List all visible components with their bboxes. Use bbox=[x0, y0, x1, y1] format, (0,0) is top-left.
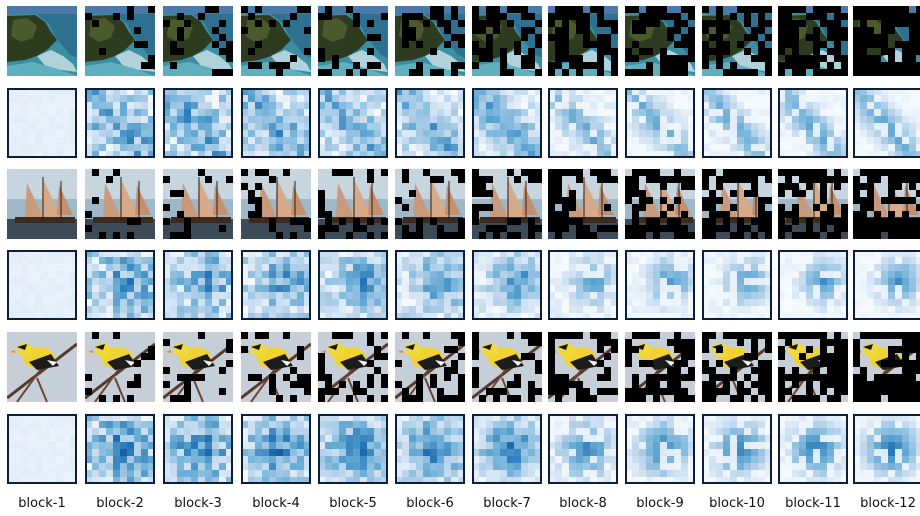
masked-image-tile bbox=[625, 332, 695, 402]
masked-image-tile bbox=[778, 6, 848, 76]
attention-heatmap-tile bbox=[318, 414, 388, 484]
masked-image-tile bbox=[625, 169, 695, 239]
masked-image-tile bbox=[548, 332, 618, 402]
attention-heatmap-tile bbox=[853, 250, 920, 320]
masked-image-tile bbox=[702, 169, 772, 239]
attention-heatmap-tile bbox=[395, 414, 465, 484]
attention-heatmap-tile bbox=[472, 250, 542, 320]
masked-image-tile bbox=[548, 6, 618, 76]
masked-image-tile bbox=[395, 6, 465, 76]
attention-heatmap-tile bbox=[7, 250, 77, 320]
block-label: block-12 bbox=[860, 496, 916, 511]
block-labels: block-1 block-2 block-3 block-4 block-5 … bbox=[0, 496, 920, 516]
attention-heatmap-tile bbox=[853, 414, 920, 484]
attention-heatmap-row bbox=[0, 250, 920, 320]
attention-heatmap-tile bbox=[625, 88, 695, 158]
attention-heatmap-tile bbox=[702, 88, 772, 158]
masked-image-tile bbox=[395, 332, 465, 402]
block-label: block-5 bbox=[329, 496, 377, 511]
attention-heatmap-row bbox=[0, 414, 920, 484]
block-label: block-9 bbox=[636, 496, 684, 511]
masked-image-tile bbox=[853, 332, 920, 402]
masked-image-tile bbox=[85, 332, 155, 402]
attention-heatmap-row bbox=[0, 88, 920, 158]
masked-image-tile bbox=[163, 169, 233, 239]
attention-heatmap-tile bbox=[395, 88, 465, 158]
attention-heatmap-tile bbox=[625, 414, 695, 484]
masked-image-tile bbox=[318, 169, 388, 239]
attention-heatmap-tile bbox=[85, 250, 155, 320]
attention-heatmap-tile bbox=[163, 88, 233, 158]
attention-heatmap-tile bbox=[702, 414, 772, 484]
attention-heatmap-tile bbox=[7, 88, 77, 158]
masked-image-tile bbox=[853, 169, 920, 239]
block-label: block-3 bbox=[174, 496, 222, 511]
attention-heatmap-tile bbox=[548, 414, 618, 484]
attention-heatmap-tile bbox=[85, 88, 155, 158]
masked-image-row bbox=[0, 332, 920, 402]
masked-image-tile bbox=[163, 6, 233, 76]
attention-heatmap-tile bbox=[241, 88, 311, 158]
attention-heatmap-tile bbox=[853, 88, 920, 158]
masked-image-tile bbox=[702, 6, 772, 76]
masked-image-row bbox=[0, 169, 920, 239]
masked-image-row bbox=[0, 6, 920, 76]
masked-image-tile bbox=[85, 169, 155, 239]
masked-image-tile bbox=[778, 169, 848, 239]
masked-image-tile bbox=[318, 332, 388, 402]
masked-image-tile bbox=[625, 6, 695, 76]
attention-heatmap-tile bbox=[241, 414, 311, 484]
masked-image-tile bbox=[548, 169, 618, 239]
attention-heatmap-tile bbox=[318, 250, 388, 320]
attention-heatmap-tile bbox=[548, 88, 618, 158]
masked-image-tile bbox=[472, 169, 542, 239]
attention-heatmap-tile bbox=[85, 414, 155, 484]
attention-heatmap-tile bbox=[241, 250, 311, 320]
masked-image-tile bbox=[472, 6, 542, 76]
attention-heatmap-tile bbox=[702, 250, 772, 320]
attention-heatmap-tile bbox=[625, 250, 695, 320]
block-label: block-2 bbox=[96, 496, 144, 511]
attention-heatmap-tile bbox=[778, 88, 848, 158]
masked-image-tile bbox=[241, 332, 311, 402]
masked-image-tile bbox=[472, 332, 542, 402]
block-label: block-7 bbox=[483, 496, 531, 511]
masked-image-tile bbox=[7, 169, 77, 239]
attention-heatmap-tile bbox=[163, 250, 233, 320]
block-label: block-11 bbox=[785, 496, 841, 511]
block-label: block-1 bbox=[18, 496, 66, 511]
block-label: block-6 bbox=[406, 496, 454, 511]
attention-heatmap-tile bbox=[548, 250, 618, 320]
attention-heatmap-tile bbox=[395, 250, 465, 320]
masked-image-tile bbox=[7, 332, 77, 402]
attention-heatmap-tile bbox=[472, 414, 542, 484]
attention-heatmap-tile bbox=[778, 414, 848, 484]
block-label: block-4 bbox=[252, 496, 300, 511]
masked-image-tile bbox=[318, 6, 388, 76]
block-label: block-10 bbox=[709, 496, 765, 511]
masked-image-tile bbox=[7, 6, 77, 76]
masked-image-tile bbox=[702, 332, 772, 402]
block-label: block-8 bbox=[559, 496, 607, 511]
masked-image-tile bbox=[241, 169, 311, 239]
masked-image-tile bbox=[85, 6, 155, 76]
masked-image-tile bbox=[163, 332, 233, 402]
masked-image-tile bbox=[853, 6, 920, 76]
attention-heatmap-tile bbox=[163, 414, 233, 484]
masked-image-tile bbox=[241, 6, 311, 76]
attention-heatmap-tile bbox=[7, 414, 77, 484]
attention-heatmap-tile bbox=[778, 250, 848, 320]
masked-image-tile bbox=[395, 169, 465, 239]
attention-heatmap-tile bbox=[318, 88, 388, 158]
attention-heatmap-tile bbox=[472, 88, 542, 158]
masked-image-tile bbox=[778, 332, 848, 402]
